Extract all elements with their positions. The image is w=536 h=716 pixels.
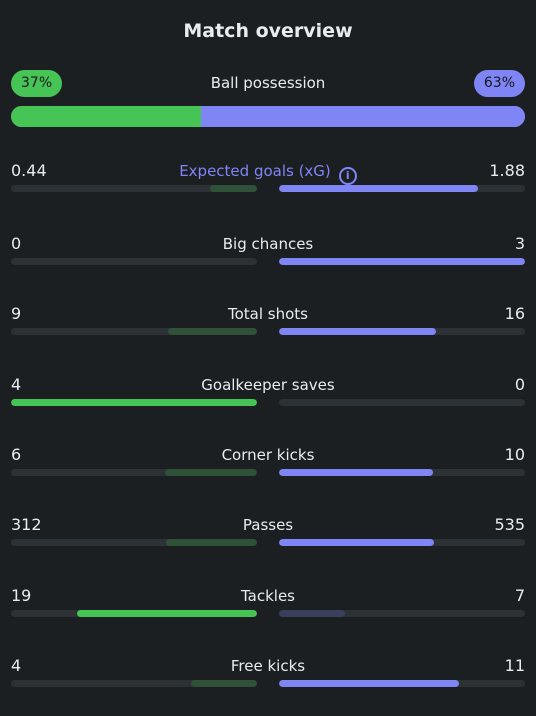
away-bar-fill xyxy=(279,469,433,476)
stat-away-value: 16 xyxy=(504,304,525,323)
stat-label-text: Goalkeeper saves xyxy=(201,376,335,394)
stat-row: 4 Free kicks 11 xyxy=(11,655,525,695)
stat-home-value: 9 xyxy=(11,304,22,323)
away-possession-badge: 63% xyxy=(473,70,525,97)
info-icon[interactable]: i xyxy=(338,167,357,185)
away-bar-track xyxy=(279,610,525,617)
away-bar-fill xyxy=(279,185,479,192)
stat-home-value: 19 xyxy=(11,586,32,605)
stat-label: Corner kicks xyxy=(11,444,525,466)
away-bar-track xyxy=(279,328,525,335)
away-bar-track xyxy=(279,258,525,265)
stat-home-value: 0.44 xyxy=(11,161,47,180)
stat-label-text: Free kicks xyxy=(230,657,306,675)
home-bar-track xyxy=(11,258,257,265)
home-bar-fill xyxy=(190,680,257,687)
home-bar-track xyxy=(11,610,257,617)
home-bar-fill xyxy=(210,185,257,192)
stat-row: 4 Goalkeeper saves 0 xyxy=(11,374,525,414)
possession-label: Ball possession xyxy=(210,74,326,92)
stat-label: Tackles xyxy=(11,585,525,607)
stat-away-value: 11 xyxy=(504,656,525,675)
stat-label[interactable]: Expected goals (xG) i xyxy=(11,160,525,185)
home-bar-track xyxy=(11,185,257,192)
stat-row: 19 Tackles 7 xyxy=(11,585,525,625)
home-bar-track xyxy=(11,469,257,476)
stat-row: 6 Corner kicks 10 xyxy=(11,444,525,484)
stat-row: 0 Big chances 3 xyxy=(11,233,525,273)
stat-home-value: 4 xyxy=(11,375,22,394)
stat-label: Goalkeeper saves xyxy=(11,374,525,396)
away-bar-track xyxy=(279,399,525,406)
away-bar-track xyxy=(279,185,525,192)
stat-away-value: 1.88 xyxy=(489,161,525,180)
home-bar-fill xyxy=(11,399,257,406)
away-bar-fill xyxy=(279,539,434,546)
section-title: Match overview xyxy=(183,20,353,42)
home-possession-badge: 37% xyxy=(11,70,63,97)
possession-row: 37% Ball possession 63% xyxy=(11,70,525,97)
stat-away-value: 10 xyxy=(504,445,525,464)
stat-label: Big chances xyxy=(11,233,525,255)
stat-home-value: 0 xyxy=(11,234,22,253)
home-bar-track xyxy=(11,399,257,406)
stat-row: 312 Passes 535 xyxy=(11,514,525,554)
away-bar-track xyxy=(279,680,525,687)
home-bar-track xyxy=(11,328,257,335)
stat-label-text: Corner kicks xyxy=(221,446,315,464)
stat-label: Total shots xyxy=(11,303,525,325)
away-bar-fill xyxy=(279,680,459,687)
stat-row: 0.44 Expected goals (xG) i 1.88 xyxy=(11,160,525,200)
stat-label-text: Expected goals (xG) xyxy=(179,162,331,180)
stat-away-value: 0 xyxy=(514,375,525,394)
stat-home-value: 6 xyxy=(11,445,22,464)
away-bar-fill xyxy=(279,328,437,335)
stat-label-text: Total shots xyxy=(228,305,308,323)
possession-bar xyxy=(11,106,525,127)
possession-bar-away xyxy=(201,106,525,127)
home-bar-fill xyxy=(164,469,257,476)
home-bar-track xyxy=(11,680,257,687)
stat-away-value: 3 xyxy=(514,234,525,253)
possession-bar-home xyxy=(11,106,202,127)
home-bar-fill xyxy=(77,610,257,617)
away-bar-fill xyxy=(279,258,525,265)
stat-away-value: 7 xyxy=(514,586,525,605)
stat-home-value: 312 xyxy=(11,515,42,534)
home-bar-track xyxy=(11,539,257,546)
away-bar-track xyxy=(279,469,525,476)
stat-row: 9 Total shots 16 xyxy=(11,303,525,343)
stat-label: Passes xyxy=(11,514,525,536)
stat-label: Free kicks xyxy=(11,655,525,677)
home-bar-fill xyxy=(168,328,257,335)
stat-away-value: 535 xyxy=(494,515,525,534)
away-bar-track xyxy=(279,539,525,546)
stat-label-text: Passes xyxy=(242,516,294,534)
away-bar-fill xyxy=(279,610,346,617)
stat-home-value: 4 xyxy=(11,656,22,675)
stat-label-text: Tackles xyxy=(240,587,296,605)
home-bar-fill xyxy=(165,539,257,546)
stat-label-text: Big chances xyxy=(222,235,314,253)
